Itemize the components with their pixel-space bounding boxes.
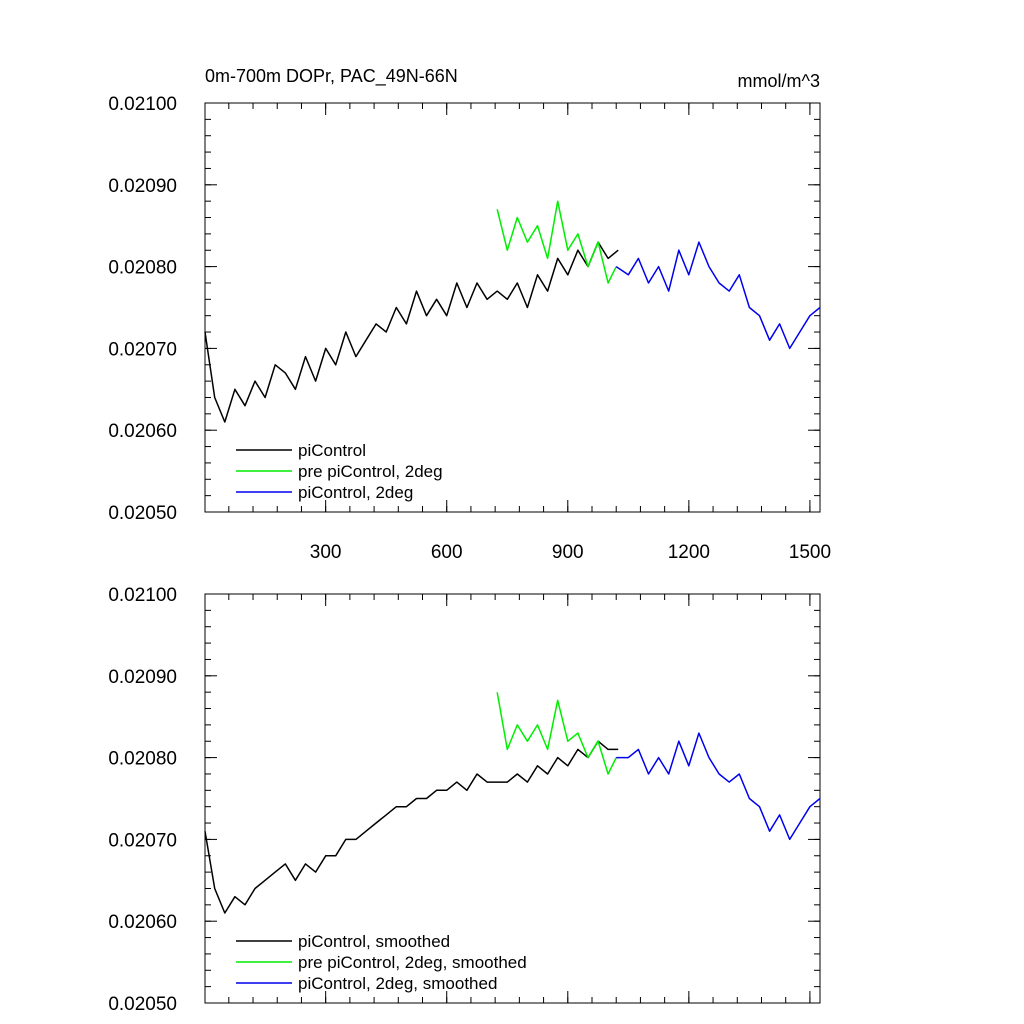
top-panel: 0m-700m DOPr, PAC_49N-66N mmol/m^3 0.020… (108, 66, 831, 563)
y-tick-label: 0.02080 (108, 749, 177, 770)
legend-label-picontrol: piControl (298, 441, 366, 460)
y-tick-label: 0.02100 (108, 94, 177, 115)
x-tick-label: 900 (552, 542, 584, 563)
y-tick-label: 0.02060 (108, 912, 177, 933)
x-tick-label: 1500 (789, 542, 831, 563)
y-tick-label: 0.02070 (108, 830, 177, 851)
y-tick-label: 0.02050 (108, 994, 177, 1015)
x-tick-label: 300 (310, 542, 342, 563)
series-line-picontrol-2deg (615, 241, 821, 350)
series-line-pre-picontrol-2deg (496, 200, 617, 284)
bottom-panel: 0.02050 0.02060 0.02070 0.02080 0.02090 0.021… (108, 585, 821, 1015)
top-panel-legend: piControl pre piControl, 2deg piControl,… (236, 441, 443, 502)
series-line-picontrol (204, 241, 619, 423)
legend-label-picontrol-smoothed: piControl, smoothed (298, 932, 450, 951)
y-tick-label: 0.02080 (108, 258, 177, 279)
top-panel-units: mmol/m^3 (738, 71, 820, 91)
y-tick-label: 0.02090 (108, 176, 177, 197)
y-tick-label: 0.02060 (108, 421, 177, 442)
series-line-picontrol-smoothed (204, 740, 619, 914)
bottom-panel-legend: piControl, smoothed pre piControl, 2deg,… (236, 932, 527, 993)
top-panel-ticks (205, 102, 820, 513)
y-tick-label: 0.02090 (108, 667, 177, 688)
legend-label-picontrol-2deg-smoothed: piControl, 2deg, smoothed (298, 974, 497, 993)
legend-label-picontrol-2deg: piControl, 2deg (298, 483, 413, 502)
series-line-pre-picontrol-2deg-smoothed (496, 692, 617, 775)
top-panel-title: 0m-700m DOPr, PAC_49N-66N (205, 66, 458, 87)
top-panel-series (204, 200, 821, 423)
top-panel-x-tick-labels: 300 600 900 1200 1500 (310, 542, 831, 563)
top-panel-y-tick-labels: 0.02050 0.02060 0.02070 0.02080 0.02090 0.021… (108, 94, 177, 524)
series-line-picontrol-2deg-smoothed (616, 732, 821, 841)
bottom-panel-y-tick-labels: 0.02050 0.02060 0.02070 0.02080 0.02090 0.021… (108, 585, 177, 1015)
bottom-panel-ticks (205, 593, 820, 1004)
legend-label-pre-picontrol-2deg-smoothed: pre piControl, 2deg, smoothed (298, 953, 527, 972)
y-tick-label: 0.02070 (108, 339, 177, 360)
bottom-panel-series (204, 692, 821, 914)
legend-label-pre-picontrol-2deg: pre piControl, 2deg (298, 462, 443, 481)
x-tick-label: 600 (431, 542, 463, 563)
x-tick-label: 1200 (668, 542, 710, 563)
y-tick-label: 0.02050 (108, 503, 177, 524)
y-tick-label: 0.02100 (108, 585, 177, 606)
